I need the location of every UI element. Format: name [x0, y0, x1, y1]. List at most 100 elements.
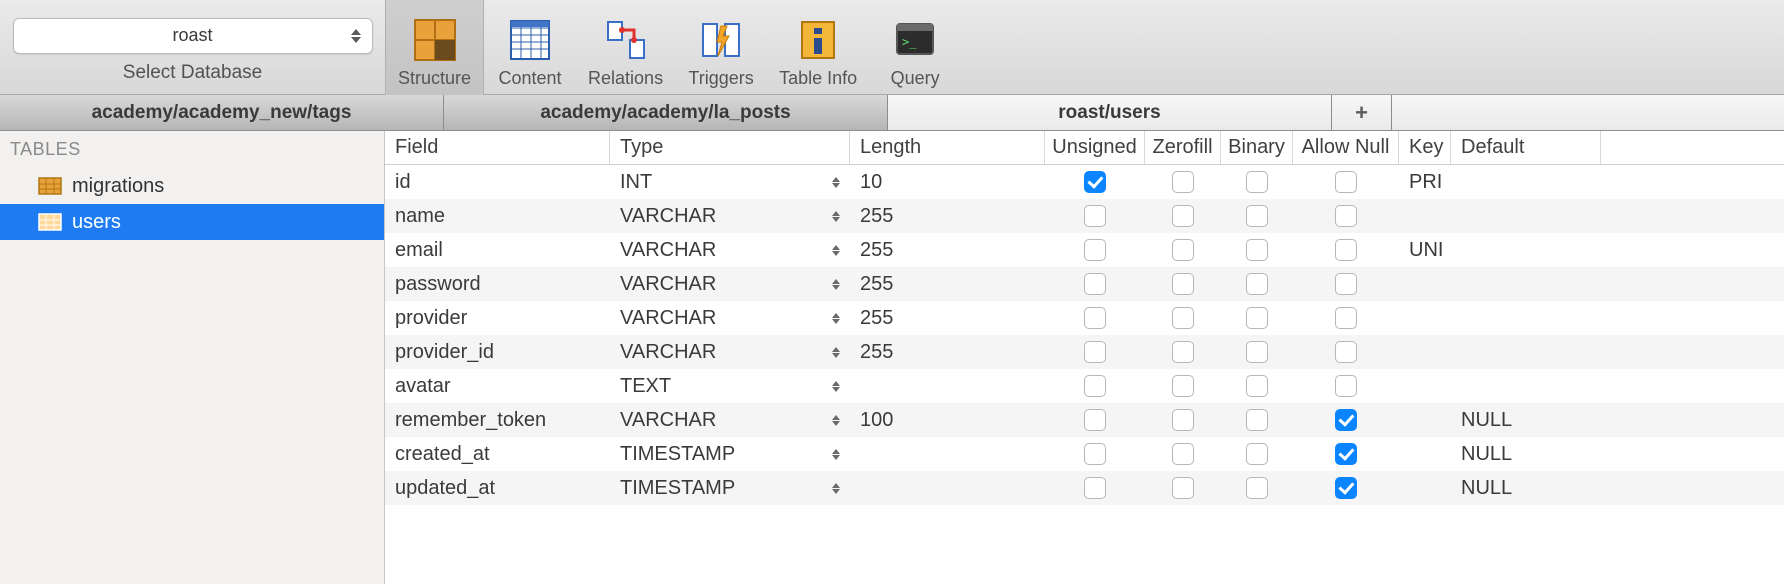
binary-checkbox[interactable]: [1246, 375, 1268, 397]
stepper-icon[interactable]: [832, 347, 840, 358]
table-row[interactable]: updated_atTIMESTAMPNULL: [385, 471, 1784, 505]
unsigned-checkbox[interactable]: [1084, 409, 1106, 431]
cell-length[interactable]: 255: [850, 199, 1045, 233]
cell-key[interactable]: [1399, 471, 1451, 505]
unsigned-checkbox[interactable]: [1084, 239, 1106, 261]
column-header[interactable]: Length: [850, 131, 1045, 164]
stepper-icon[interactable]: [832, 483, 840, 494]
cell-type[interactable]: VARCHAR: [610, 267, 850, 301]
cell-type[interactable]: TIMESTAMP: [610, 437, 850, 471]
unsigned-checkbox[interactable]: [1084, 307, 1106, 329]
cell-default[interactable]: NULL: [1451, 403, 1601, 437]
column-header[interactable]: Default: [1451, 131, 1601, 164]
cell-key[interactable]: PRI: [1399, 165, 1451, 199]
zerofill-checkbox[interactable]: [1172, 477, 1194, 499]
cell-key[interactable]: [1399, 403, 1451, 437]
zerofill-checkbox[interactable]: [1172, 239, 1194, 261]
cell-length[interactable]: [850, 437, 1045, 471]
zerofill-checkbox[interactable]: [1172, 375, 1194, 397]
table-row[interactable]: created_atTIMESTAMPNULL: [385, 437, 1784, 471]
cell-field[interactable]: name: [385, 199, 610, 233]
zerofill-checkbox[interactable]: [1172, 273, 1194, 295]
cell-default[interactable]: [1451, 301, 1601, 335]
table-row[interactable]: passwordVARCHAR255: [385, 267, 1784, 301]
cell-key[interactable]: UNI: [1399, 233, 1451, 267]
table-row[interactable]: remember_tokenVARCHAR100NULL: [385, 403, 1784, 437]
table-row[interactable]: nameVARCHAR255: [385, 199, 1784, 233]
cell-default[interactable]: [1451, 369, 1601, 403]
sidebar-table-item[interactable]: users: [0, 204, 384, 240]
toolbar-btn-triggers[interactable]: Triggers: [675, 0, 767, 95]
binary-checkbox[interactable]: [1246, 443, 1268, 465]
allow-null-checkbox[interactable]: [1335, 239, 1357, 261]
cell-key[interactable]: [1399, 437, 1451, 471]
binary-checkbox[interactable]: [1246, 341, 1268, 363]
table-row[interactable]: providerVARCHAR255: [385, 301, 1784, 335]
stepper-icon[interactable]: [832, 177, 840, 188]
zerofill-checkbox[interactable]: [1172, 409, 1194, 431]
cell-length[interactable]: [850, 471, 1045, 505]
stepper-icon[interactable]: [832, 279, 840, 290]
stepper-icon[interactable]: [832, 381, 840, 392]
cell-key[interactable]: [1399, 301, 1451, 335]
column-header[interactable]: Key: [1399, 131, 1451, 164]
tab[interactable]: academy/academy_new/tags: [0, 95, 444, 130]
cell-length[interactable]: 255: [850, 233, 1045, 267]
cell-field[interactable]: created_at: [385, 437, 610, 471]
cell-default[interactable]: [1451, 233, 1601, 267]
allow-null-checkbox[interactable]: [1335, 307, 1357, 329]
zerofill-checkbox[interactable]: [1172, 205, 1194, 227]
cell-field[interactable]: password: [385, 267, 610, 301]
unsigned-checkbox[interactable]: [1084, 273, 1106, 295]
column-header[interactable]: Type: [610, 131, 850, 164]
column-header[interactable]: Field: [385, 131, 610, 164]
cell-field[interactable]: avatar: [385, 369, 610, 403]
allow-null-checkbox[interactable]: [1335, 443, 1357, 465]
zerofill-checkbox[interactable]: [1172, 443, 1194, 465]
cell-field[interactable]: provider_id: [385, 335, 610, 369]
cell-default[interactable]: [1451, 335, 1601, 369]
binary-checkbox[interactable]: [1246, 273, 1268, 295]
unsigned-checkbox[interactable]: [1084, 341, 1106, 363]
tab[interactable]: academy/academy/la_posts: [444, 95, 888, 130]
binary-checkbox[interactable]: [1246, 205, 1268, 227]
unsigned-checkbox[interactable]: [1084, 375, 1106, 397]
allow-null-checkbox[interactable]: [1335, 341, 1357, 363]
toolbar-btn-relations[interactable]: Relations: [576, 0, 675, 95]
sidebar-table-item[interactable]: migrations: [0, 168, 384, 204]
toolbar-btn-tableinfo[interactable]: Table Info: [767, 0, 869, 95]
cell-length[interactable]: 255: [850, 301, 1045, 335]
stepper-icon[interactable]: [832, 313, 840, 324]
cell-length[interactable]: 255: [850, 267, 1045, 301]
binary-checkbox[interactable]: [1246, 477, 1268, 499]
unsigned-checkbox[interactable]: [1084, 443, 1106, 465]
unsigned-checkbox[interactable]: [1084, 205, 1106, 227]
cell-field[interactable]: updated_at: [385, 471, 610, 505]
cell-default[interactable]: [1451, 267, 1601, 301]
cell-key[interactable]: [1399, 199, 1451, 233]
unsigned-checkbox[interactable]: [1084, 171, 1106, 193]
cell-length[interactable]: 255: [850, 335, 1045, 369]
cell-key[interactable]: [1399, 335, 1451, 369]
table-row[interactable]: idINT10PRI: [385, 165, 1784, 199]
cell-field[interactable]: provider: [385, 301, 610, 335]
binary-checkbox[interactable]: [1246, 307, 1268, 329]
cell-default[interactable]: [1451, 199, 1601, 233]
stepper-icon[interactable]: [832, 211, 840, 222]
allow-null-checkbox[interactable]: [1335, 205, 1357, 227]
stepper-icon[interactable]: [832, 449, 840, 460]
cell-key[interactable]: [1399, 267, 1451, 301]
cell-field[interactable]: id: [385, 165, 610, 199]
unsigned-checkbox[interactable]: [1084, 477, 1106, 499]
table-row[interactable]: avatarTEXT: [385, 369, 1784, 403]
table-row[interactable]: emailVARCHAR255UNI: [385, 233, 1784, 267]
column-header[interactable]: Zerofill: [1145, 131, 1221, 164]
binary-checkbox[interactable]: [1246, 409, 1268, 431]
toolbar-btn-query[interactable]: >_Query: [869, 0, 961, 95]
column-header[interactable]: Binary: [1221, 131, 1293, 164]
zerofill-checkbox[interactable]: [1172, 171, 1194, 193]
cell-length[interactable]: 100: [850, 403, 1045, 437]
zerofill-checkbox[interactable]: [1172, 341, 1194, 363]
toolbar-btn-structure[interactable]: Structure: [385, 0, 484, 95]
cell-default[interactable]: [1451, 165, 1601, 199]
